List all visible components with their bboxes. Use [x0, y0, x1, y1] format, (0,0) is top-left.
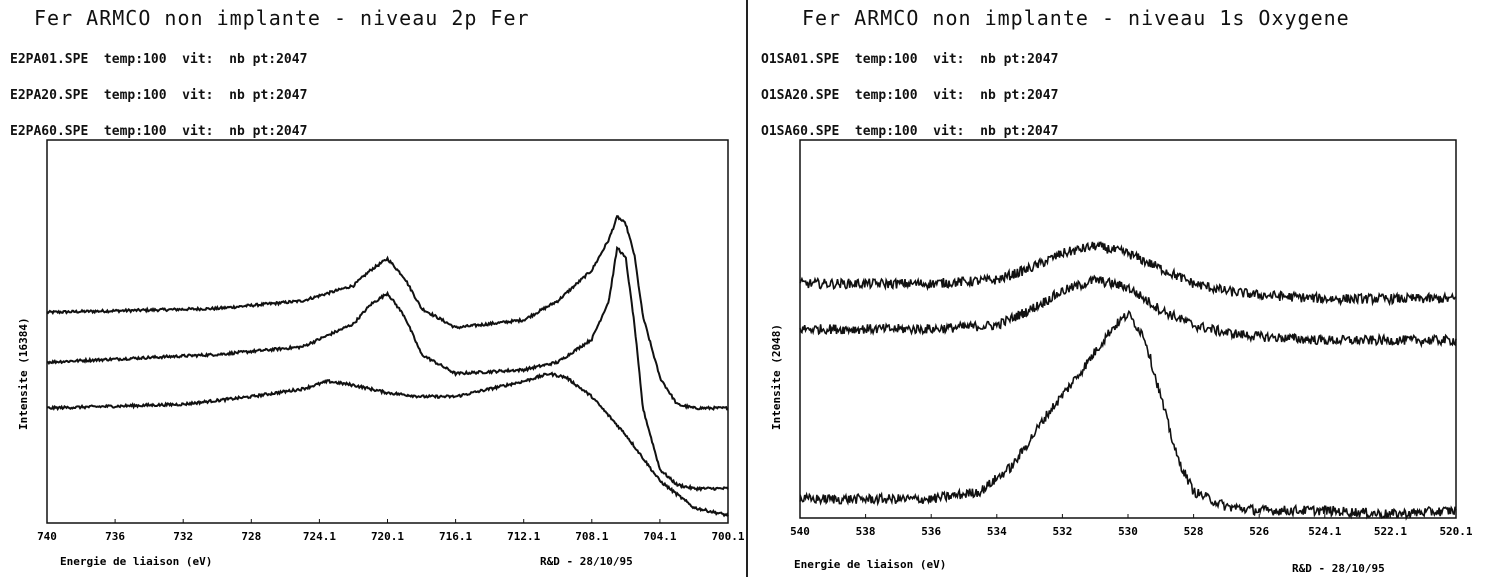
x-tick-label: 520.1 [1439, 525, 1472, 538]
spectrum-line-2 [46, 245, 729, 493]
chart-title: Fer ARMCO non implante - niveau 1s Oxyge… [802, 6, 1350, 30]
series-group [799, 241, 1457, 521]
spectrum-line-3 [46, 371, 729, 518]
x-tick-label: 732 [173, 530, 193, 543]
chart-title: Fer ARMCO non implante - niveau 2p Fer [34, 6, 530, 30]
x-tick-label: 524.1 [1308, 525, 1341, 538]
x-tick-label: 708.1 [575, 530, 608, 543]
x-tick-label: 724.1 [303, 530, 336, 543]
chart-svg: 740 736 732 728 724.1 720.1 716.1 712.1 708.1 704… [17, 139, 745, 568]
spectrum-line-3 [799, 309, 1457, 521]
x-tick-label: 736 [105, 530, 125, 543]
x-tick-label: 532 [1052, 525, 1072, 538]
spectrum-line-1 [46, 215, 728, 411]
file-line: E2PA60.SPE temp:100 vit: nb pt:2047 [10, 124, 308, 139]
chart-svg: 540 538 536 534 532 530 528 526 524.1 522.1 520.1 … [770, 139, 1473, 575]
file-line: E2PA01.SPE temp:100 vit: nb pt:2047 [10, 52, 308, 67]
x-tick-label: 522.1 [1374, 525, 1407, 538]
y-axis-label: Intensite (2048) [770, 324, 783, 430]
x-tick-label: 534 [987, 525, 1007, 538]
file-line: O1SA01.SPE temp:100 vit: nb pt:2047 [761, 52, 1059, 67]
x-tick-label: 526 [1249, 525, 1269, 538]
x-tick-label: 720.1 [371, 530, 404, 543]
x-tick-label: 536 [921, 525, 941, 538]
x-tick-label: 704.1 [643, 530, 676, 543]
spectrum-line-2 [799, 274, 1457, 349]
x-tick-label: 740 [37, 530, 57, 543]
x-tick-label: 716.1 [439, 530, 472, 543]
x-tick-label: 728 [241, 530, 261, 543]
spectrum-line-1 [799, 241, 1457, 307]
x-tick-label: 538 [856, 525, 876, 538]
plot-frame [46, 139, 729, 524]
x-tick-group: 740 736 732 728 724.1 720.1 716.1 712.1 708.1 704… [37, 519, 745, 543]
x-axis-label: Energie de liaison (eV) [794, 558, 946, 571]
x-tick-label: 700.1 [711, 530, 744, 543]
series-group [46, 215, 729, 518]
y-axis-label: Intensite (16384) [17, 317, 30, 430]
file-line: O1SA60.SPE temp:100 vit: nb pt:2047 [761, 124, 1059, 139]
date-stamp: R&D - 28/10/95 [1292, 562, 1385, 575]
left-chart-panel: Fer ARMCO non implante - niveau 2p Fer E… [0, 0, 745, 577]
file-list: E2PA01.SPE temp:100 vit: nb pt:2047 E2PA… [10, 30, 307, 162]
x-tick-label: 528 [1184, 525, 1204, 538]
x-tick-group: 540 538 536 534 532 530 528 526 524.1 522.1 520.1 [790, 514, 1473, 538]
x-axis-label: Energie de liaison (eV) [60, 555, 212, 568]
x-tick-label: 530 [1118, 525, 1138, 538]
file-line: O1SA20.SPE temp:100 vit: nb pt:2047 [761, 88, 1059, 103]
date-stamp: R&D - 28/10/95 [540, 555, 633, 568]
x-tick-label: 712.1 [507, 530, 540, 543]
file-line: E2PA20.SPE temp:100 vit: nb pt:2047 [10, 88, 308, 103]
file-list: O1SA01.SPE temp:100 vit: nb pt:2047 O1SA… [761, 30, 1058, 162]
right-chart-panel: Fer ARMCO non implante - niveau 1s Oxyge… [752, 0, 1493, 577]
x-tick-label: 540 [790, 525, 810, 538]
panel-divider [746, 0, 748, 577]
